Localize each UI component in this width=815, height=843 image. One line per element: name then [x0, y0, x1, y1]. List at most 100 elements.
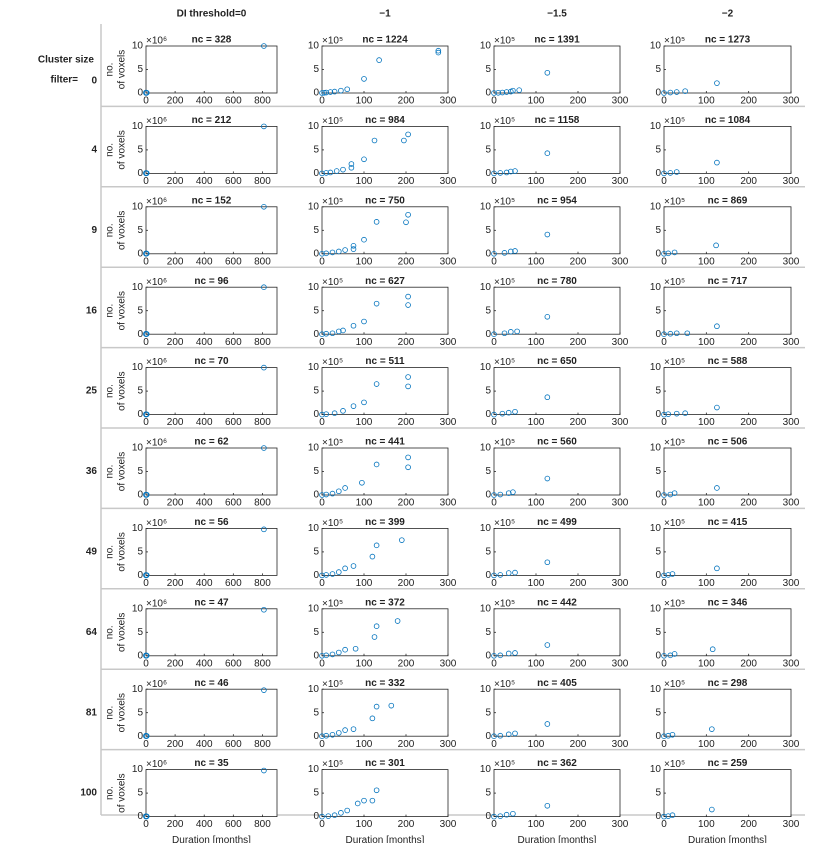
x-tick-label: 200 [740, 498, 757, 509]
data-point [261, 767, 267, 774]
data-point [714, 565, 720, 572]
subplot-title: nc = 298 [708, 678, 748, 689]
plot-area [321, 608, 449, 657]
data-point [491, 492, 497, 498]
subplot-title: nc = 1084 [705, 115, 751, 126]
y-tick-label: 5 [137, 707, 143, 718]
x-tick-label: 100 [356, 256, 373, 267]
y-tick-label: 10 [480, 443, 492, 454]
data-point [512, 168, 518, 174]
y-axis-label: of voxels [117, 371, 128, 410]
data-point [495, 89, 502, 96]
data-point [319, 813, 325, 820]
data-point [340, 327, 346, 334]
y-tick-label: 10 [480, 603, 492, 614]
y-tick-label: 5 [485, 707, 491, 718]
x-tick-label: 300 [783, 337, 800, 348]
y-axis-label: no. [105, 465, 116, 479]
y-tick-label: 5 [137, 225, 143, 236]
x-tick-label: 0 [491, 819, 497, 830]
plot-area [663, 769, 792, 817]
y-multiplier: ×10⁶ [146, 357, 167, 368]
y-tick-label: 5 [313, 547, 319, 558]
data-point [505, 650, 512, 657]
x-tick-label: 200 [570, 819, 587, 830]
subplot-title: nc = 259 [708, 758, 748, 769]
data-point [405, 374, 411, 380]
plot-area [145, 286, 278, 335]
x-tick-label: 100 [528, 819, 545, 830]
x-tick-label: 300 [440, 96, 457, 107]
data-point [323, 491, 330, 498]
data-point [667, 170, 674, 176]
data-point [342, 565, 348, 572]
y-tick-label: 5 [137, 627, 143, 638]
data-point [673, 410, 680, 417]
x-tick-label: 800 [254, 658, 271, 669]
plot-area [321, 206, 449, 255]
plot-area [663, 286, 792, 335]
x-tick-label: 300 [612, 417, 629, 428]
x-tick-label: 200 [570, 739, 587, 750]
x-tick-label: 300 [440, 578, 457, 589]
x-tick-label: 800 [254, 739, 271, 750]
x-tick-label: 0 [491, 256, 497, 267]
data-point [331, 88, 338, 95]
data-point [373, 219, 380, 225]
data-point [369, 797, 376, 804]
y-multiplier: ×10⁵ [494, 36, 515, 47]
plot-area [145, 206, 278, 255]
data-point [501, 330, 508, 337]
subplot-title: nc = 301 [365, 758, 405, 769]
plot-area [493, 528, 621, 576]
data-point [661, 331, 667, 338]
subplot-title: nc = 152 [192, 195, 232, 206]
y-axis-label: no. [105, 143, 116, 157]
subplot-title: nc = 442 [537, 597, 577, 608]
plot-area [493, 608, 621, 657]
data-point [388, 702, 395, 709]
y-multiplier: ×10⁵ [494, 598, 515, 609]
x-tick-label: 100 [698, 658, 715, 669]
x-tick-label: 0 [491, 176, 497, 187]
data-point [319, 492, 325, 498]
subplot-title: nc = 441 [365, 437, 405, 448]
subplot-title: nc = 47 [194, 597, 229, 608]
x-tick-label: 300 [612, 96, 629, 107]
y-tick-label: 5 [485, 466, 491, 477]
x-tick-label: 0 [143, 417, 149, 428]
data-point [323, 250, 330, 257]
plot-area [145, 528, 278, 576]
data-point [373, 300, 380, 307]
data-point [505, 409, 512, 416]
data-point [673, 169, 680, 175]
y-axis-label: of voxels [117, 50, 128, 89]
y-axis-label: no. [105, 223, 116, 237]
x-tick-label: 0 [143, 498, 149, 509]
data-point [405, 383, 411, 390]
x-tick-label: 400 [196, 658, 213, 669]
data-point [373, 787, 380, 794]
y-tick-label: 10 [308, 443, 320, 454]
subplot-title: nc = 212 [192, 115, 232, 126]
data-point [323, 411, 330, 417]
y-tick-label: 10 [132, 684, 144, 695]
y-tick-label: 0 [137, 88, 143, 99]
data-point [350, 246, 357, 252]
x-tick-label: 100 [528, 739, 545, 750]
y-axis-label: of voxels [117, 211, 128, 250]
data-point [143, 331, 149, 338]
x-tick-label: 200 [740, 176, 757, 187]
y-tick-label: 5 [655, 64, 661, 75]
y-multiplier: ×10⁶ [146, 518, 167, 529]
data-point [499, 89, 506, 96]
data-point [714, 323, 720, 330]
data-point [507, 88, 514, 95]
data-point [405, 302, 411, 308]
x-axis-label: Duration [months] [688, 835, 767, 843]
x-tick-label: 100 [698, 739, 715, 750]
data-point [143, 652, 149, 659]
row-header: 81 [86, 707, 98, 718]
data-point [323, 572, 330, 578]
x-tick-label: 100 [698, 96, 715, 107]
